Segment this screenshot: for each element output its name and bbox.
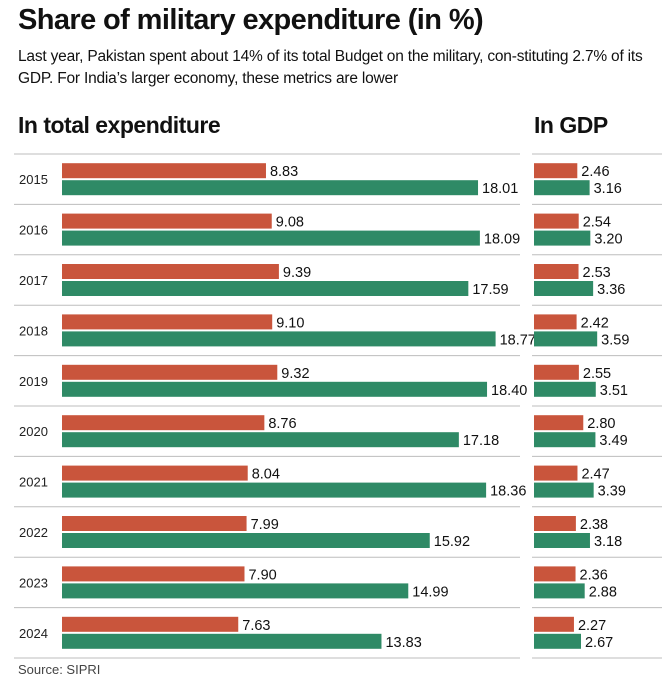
- bar-gdp-series1: [534, 616, 574, 632]
- value-label-gdp-series1: 2.36: [580, 567, 608, 583]
- value-label-gdp-series2: 3.51: [600, 383, 628, 399]
- value-label-total-series1: 9.32: [281, 366, 309, 382]
- panel-title-gdp: In GDP: [534, 112, 608, 138]
- value-label-total-series2: 18.01: [482, 181, 518, 197]
- bar-gdp-series2: [534, 583, 585, 599]
- bar-total-series1: [62, 163, 266, 179]
- bar-gdp-series1: [534, 566, 576, 582]
- value-label-gdp-series2: 3.39: [598, 484, 626, 500]
- value-label-gdp-series1: 2.27: [578, 618, 606, 634]
- source-note: Source: SIPRI: [18, 662, 101, 677]
- bar-gdp-series1: [534, 264, 579, 279]
- bar-total-series1: [62, 516, 247, 531]
- bar-total-series1: [62, 364, 278, 380]
- bar-gdp-series2: [534, 230, 591, 246]
- value-label-gdp-series2: 3.59: [601, 332, 629, 348]
- value-label-total-series2: 18.36: [490, 484, 526, 500]
- bar-gdp-series2: [534, 180, 590, 196]
- value-label-gdp-series2: 2.88: [589, 584, 617, 600]
- value-label-gdp-series1: 2.55: [583, 366, 611, 382]
- bar-total-series1: [62, 314, 273, 330]
- value-label-gdp-series2: 3.18: [594, 534, 622, 550]
- value-label-total-series2: 17.18: [463, 433, 499, 449]
- value-label-total-series2: 18.40: [491, 383, 527, 399]
- chart-subtitle: Last year, Pakistan spent about 14% of i…: [18, 48, 643, 87]
- value-label-gdp-series1: 2.46: [581, 164, 609, 180]
- value-label-total-series1: 8.83: [270, 164, 298, 180]
- value-label-gdp-series2: 3.20: [594, 232, 622, 248]
- bar-total-series1: [62, 616, 239, 632]
- bar-gdp-series2: [534, 281, 594, 296]
- bar-gdp-series2: [534, 482, 594, 498]
- bar-gdp-series1: [534, 163, 578, 179]
- bar-total-series1: [62, 264, 279, 279]
- year-label: 2018: [19, 323, 48, 338]
- year-label: 2017: [19, 273, 48, 288]
- bar-total-series2: [62, 180, 479, 196]
- bar-total-series2: [62, 633, 382, 649]
- year-label: 2023: [19, 575, 48, 590]
- bar-gdp-series2: [534, 432, 596, 448]
- value-label-total-series1: 9.08: [276, 215, 304, 231]
- value-label-gdp-series2: 3.36: [597, 282, 625, 298]
- value-label-total-series1: 7.63: [242, 618, 270, 634]
- value-label-total-series2: 17.59: [472, 282, 508, 298]
- value-label-total-series2: 13.83: [385, 635, 421, 651]
- year-label: 2021: [19, 475, 48, 490]
- bar-total-series2: [62, 533, 430, 548]
- bar-total-series1: [62, 465, 248, 481]
- bar-total-series2: [62, 281, 469, 296]
- year-label: 2016: [19, 223, 48, 238]
- value-label-total-series2: 18.77: [500, 332, 536, 348]
- bar-gdp-series1: [534, 516, 576, 531]
- value-label-total-series2: 18.09: [484, 232, 520, 248]
- bar-total-series2: [62, 331, 496, 347]
- value-label-gdp-series2: 3.16: [594, 181, 622, 197]
- value-label-gdp-series1: 2.38: [580, 517, 608, 533]
- bar-total-series2: [62, 482, 487, 498]
- bar-total-series1: [62, 566, 245, 582]
- bar-total-series2: [62, 583, 409, 599]
- value-label-gdp-series1: 2.42: [581, 315, 609, 331]
- value-label-total-series1: 9.39: [283, 265, 311, 281]
- value-label-total-series2: 15.92: [434, 534, 470, 550]
- bar-total-series1: [62, 415, 265, 431]
- bar-gdp-series1: [534, 465, 578, 481]
- value-label-gdp-series1: 2.80: [587, 416, 615, 432]
- bar-gdp-series1: [534, 364, 579, 380]
- bar-gdp-series2: [534, 331, 598, 347]
- year-label: 2022: [19, 525, 48, 540]
- bar-total-series2: [62, 230, 480, 246]
- value-label-gdp-series1: 2.47: [581, 467, 609, 483]
- value-label-total-series1: 9.10: [276, 315, 304, 331]
- value-label-gdp-series2: 3.49: [599, 433, 627, 449]
- bar-gdp-series1: [534, 314, 577, 330]
- bar-gdp-series1: [534, 213, 579, 229]
- year-label: 2019: [19, 374, 48, 389]
- bar-gdp-series2: [534, 381, 596, 397]
- value-label-gdp-series2: 2.67: [585, 635, 613, 651]
- value-label-total-series2: 14.99: [412, 584, 448, 600]
- year-label: 2024: [19, 626, 48, 641]
- bar-gdp-series1: [534, 415, 584, 431]
- bar-total-series2: [62, 381, 488, 397]
- panel-title-total-expenditure: In total expenditure: [18, 112, 221, 138]
- value-label-gdp-series1: 2.54: [583, 215, 611, 231]
- value-label-gdp-series1: 2.53: [583, 265, 611, 281]
- value-label-total-series1: 7.99: [251, 517, 279, 533]
- year-label: 2020: [19, 424, 48, 439]
- bar-gdp-series2: [534, 533, 590, 548]
- bar-gdp-series2: [534, 633, 581, 649]
- value-label-total-series1: 7.90: [248, 567, 276, 583]
- value-label-total-series1: 8.76: [268, 416, 296, 432]
- year-label: 2015: [19, 172, 48, 187]
- bar-total-series2: [62, 432, 459, 448]
- chart-title: Share of military expenditure (in %): [18, 4, 484, 36]
- bar-total-series1: [62, 213, 272, 229]
- value-label-total-series1: 8.04: [252, 467, 280, 483]
